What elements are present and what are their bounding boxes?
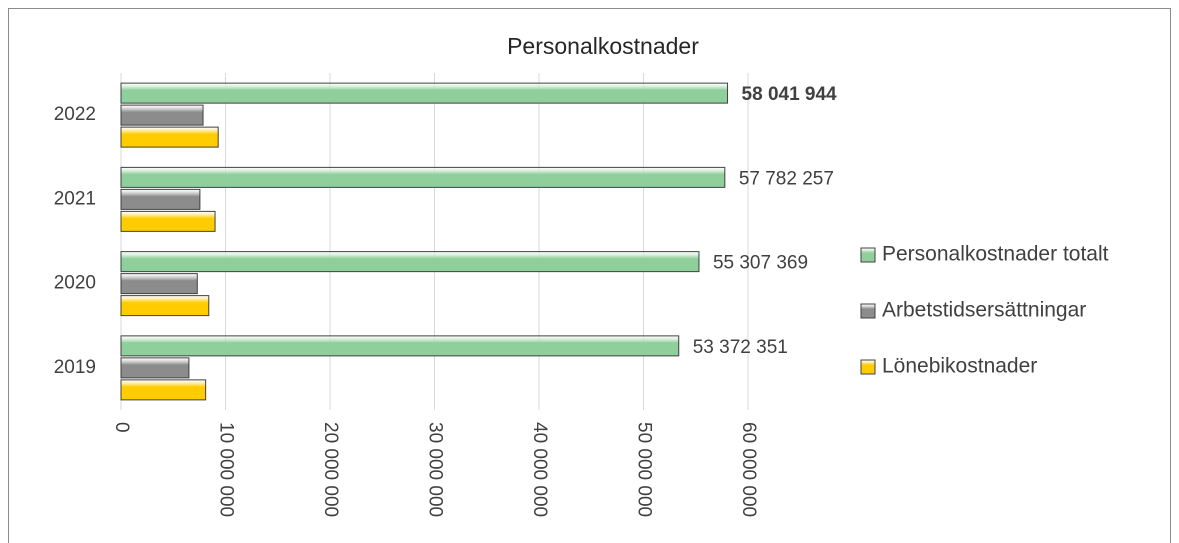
x-tick-label: 30 000 000 (424, 422, 445, 517)
data-label: 58 041 944 (742, 84, 838, 105)
bar (120, 210, 216, 232)
x-tick-label: 0 (111, 422, 132, 433)
bar (120, 104, 204, 126)
x-tick-label: 40 000 000 (529, 422, 550, 517)
data-label: 53 372 351 (693, 337, 788, 358)
bar (120, 126, 219, 148)
bar (120, 335, 680, 357)
y-tick-label: 2020 (54, 273, 96, 294)
y-tick-label: 2019 (54, 357, 96, 378)
legend-swatch (860, 303, 876, 319)
data-label: 57 782 257 (739, 168, 834, 189)
legend-label: Personalkostnader totalt (882, 243, 1109, 266)
y-tick-label: 2022 (54, 104, 96, 125)
x-tick-label: 20 000 000 (320, 422, 341, 517)
legend-label: Lönebikostnader (882, 355, 1037, 378)
x-tick-label: 50 000 000 (633, 422, 654, 517)
bar (120, 166, 726, 188)
bar (120, 379, 207, 401)
bar (120, 251, 700, 273)
legend-swatch (860, 247, 876, 263)
bar (120, 82, 729, 104)
y-tick-label: 2021 (54, 188, 96, 209)
chart-title: Personalkostnader (507, 33, 699, 59)
bar (120, 273, 198, 295)
x-tick-label: 60 000 000 (738, 422, 759, 517)
bar (120, 357, 190, 379)
x-tick-label: 10 000 000 (215, 422, 236, 517)
bar (120, 295, 210, 317)
data-label: 55 307 369 (713, 253, 808, 274)
legend-label: Arbetstidsersättningar (882, 299, 1086, 322)
bar (120, 188, 201, 210)
legend-swatch (860, 359, 876, 375)
